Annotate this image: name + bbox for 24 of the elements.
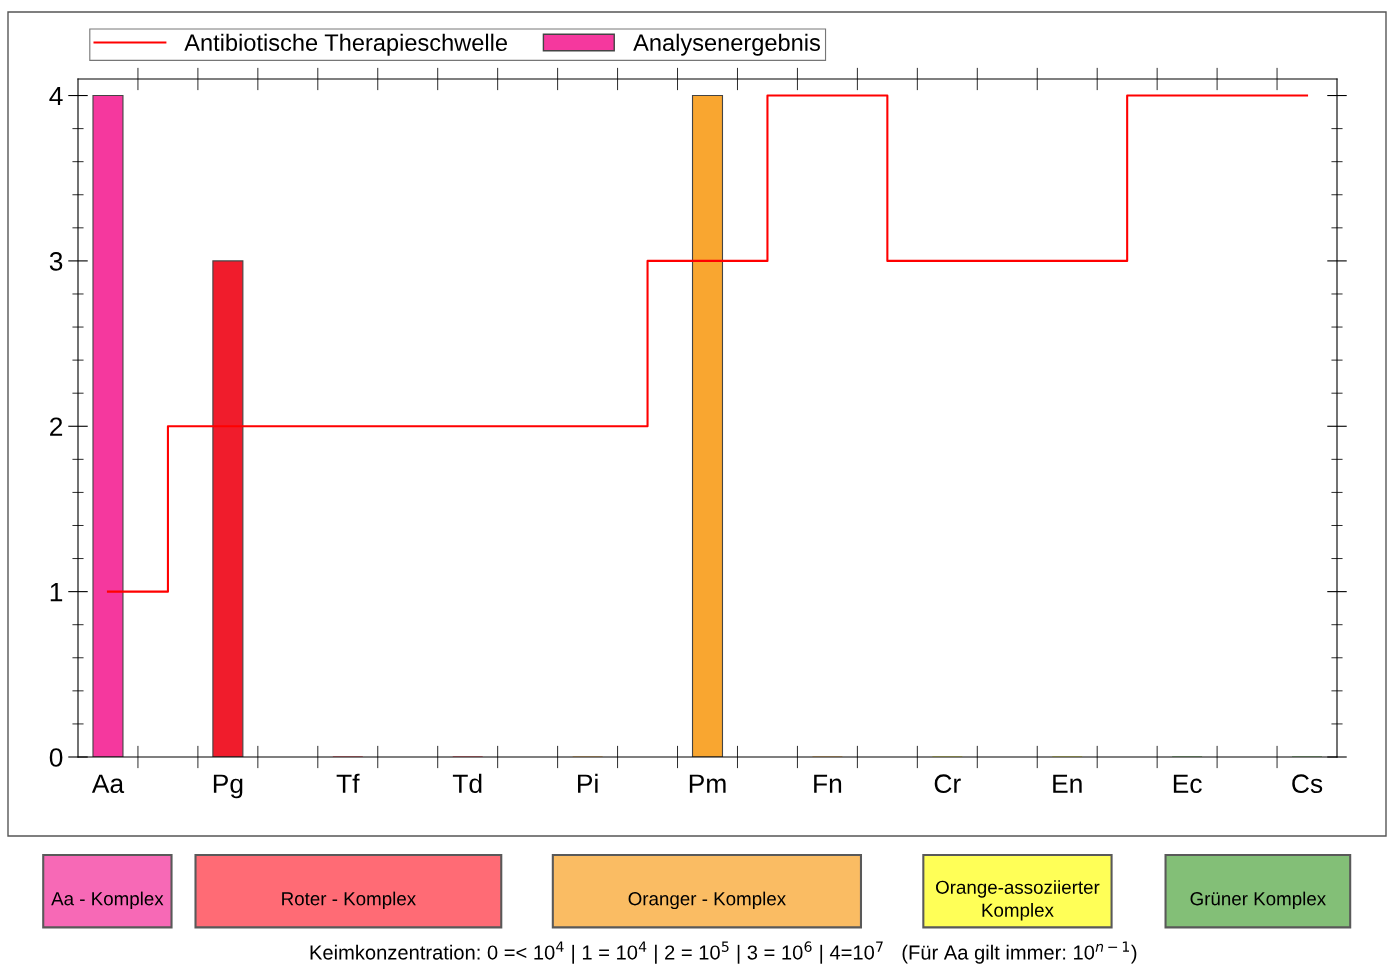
text: Orange-assoziierter Komplex bbox=[936, 880, 1100, 921]
text: Grüner Komplex bbox=[1190, 891, 1326, 910]
x-tick-label: En bbox=[1053, 774, 1082, 793]
x-tick-label: Cs bbox=[1292, 774, 1323, 794]
x-tick-label: Fn bbox=[814, 774, 842, 793]
x-tick-label: Pi bbox=[578, 773, 598, 793]
text: Oranger - Komplex bbox=[628, 891, 786, 910]
x-tick-label: Cr bbox=[934, 774, 961, 794]
text: Aa - Komplex bbox=[51, 891, 164, 910]
y-tick-label: 4 bbox=[49, 86, 63, 106]
text: Keimkonzentration: 0 =< 10$^{4}$ | 1 = 10$^{4}$ | 2 = 10$^{5}$ | 3 = 10$^{6}$ | 4=10$^{7}$ (Für Aa gilt immer: 10$^{n−1}$) bbox=[310, 941, 1137, 964]
x-tick-label: Td bbox=[452, 773, 482, 794]
text: Roter - Komplex bbox=[282, 891, 416, 910]
legend-label: Analysenergebnis bbox=[633, 33, 820, 56]
x-tick-label: Pm bbox=[689, 774, 726, 793]
x-tick-label: Pg bbox=[213, 774, 243, 799]
x-tick-label: Ec bbox=[1173, 774, 1202, 794]
y-tick-label: 3 bbox=[49, 252, 63, 271]
y-tick-label: 1 bbox=[50, 583, 63, 602]
x-tick-label: Aa bbox=[91, 774, 125, 794]
y-tick-label: 0 bbox=[49, 748, 63, 767]
x-tick-label: Tf bbox=[336, 773, 360, 793]
y-tick-label: 2 bbox=[50, 417, 63, 436]
legend-label: Antibiotische Therapieschwelle bbox=[184, 33, 507, 56]
